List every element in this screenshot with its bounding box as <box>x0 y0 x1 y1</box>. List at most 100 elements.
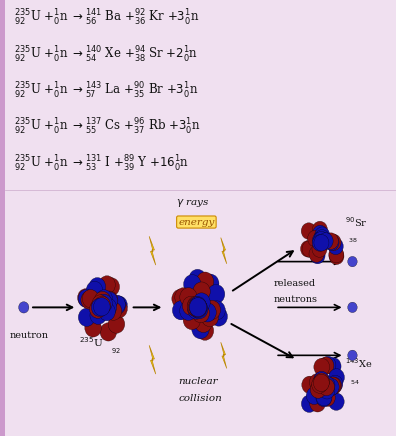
Circle shape <box>328 393 344 410</box>
Circle shape <box>190 300 208 319</box>
Text: neutron: neutron <box>10 331 49 340</box>
Circle shape <box>325 377 341 395</box>
Circle shape <box>195 313 212 333</box>
Circle shape <box>301 223 316 239</box>
Circle shape <box>189 269 206 289</box>
Circle shape <box>108 315 125 333</box>
Text: $^{235}$U: $^{235}$U <box>79 335 103 349</box>
Circle shape <box>324 233 339 249</box>
Circle shape <box>314 371 329 389</box>
Circle shape <box>348 302 357 313</box>
Circle shape <box>208 301 225 320</box>
Circle shape <box>187 296 204 316</box>
Circle shape <box>312 221 327 238</box>
Text: $^{235}_{92}$U $+^{1}_{0}$n $\rightarrow$$^{141}_{56}$ Ba $+^{92}_{36}$ Kr $+ 3^: $^{235}_{92}$U $+^{1}_{0}$n $\rightarrow… <box>14 8 199 28</box>
Circle shape <box>312 376 327 393</box>
Polygon shape <box>221 342 227 368</box>
Circle shape <box>100 323 117 341</box>
Circle shape <box>208 285 225 304</box>
Text: nuclear: nuclear <box>178 377 218 386</box>
Circle shape <box>96 294 112 313</box>
Circle shape <box>318 357 334 375</box>
Circle shape <box>348 256 357 267</box>
Circle shape <box>309 246 324 262</box>
Circle shape <box>188 300 205 319</box>
Circle shape <box>96 290 112 308</box>
Circle shape <box>328 238 343 255</box>
Circle shape <box>109 296 126 314</box>
Circle shape <box>325 358 341 375</box>
Circle shape <box>184 275 201 294</box>
Circle shape <box>81 291 97 309</box>
Text: energy: energy <box>178 218 215 227</box>
Text: collision: collision <box>178 394 222 403</box>
Circle shape <box>312 241 327 257</box>
Text: released: released <box>273 279 315 288</box>
Circle shape <box>329 248 344 265</box>
Circle shape <box>111 296 128 314</box>
Text: $_{92}$: $_{92}$ <box>111 347 121 356</box>
Circle shape <box>302 241 317 257</box>
Circle shape <box>86 281 103 300</box>
Circle shape <box>199 303 216 322</box>
Circle shape <box>315 227 330 243</box>
Circle shape <box>94 291 111 310</box>
Text: $^{143}$Xe: $^{143}$Xe <box>345 357 372 371</box>
Circle shape <box>203 300 221 320</box>
Circle shape <box>326 377 342 395</box>
Circle shape <box>316 388 332 406</box>
Circle shape <box>324 234 339 251</box>
Circle shape <box>180 301 197 320</box>
Circle shape <box>313 225 328 242</box>
Circle shape <box>183 310 201 330</box>
Circle shape <box>314 235 329 251</box>
Circle shape <box>78 289 94 307</box>
Circle shape <box>319 376 335 394</box>
Circle shape <box>92 295 109 313</box>
Circle shape <box>189 298 207 317</box>
Circle shape <box>301 395 317 412</box>
Circle shape <box>329 369 345 386</box>
Circle shape <box>187 297 205 317</box>
Circle shape <box>90 306 107 324</box>
Text: $\gamma$ rays: $\gamma$ rays <box>176 197 209 209</box>
Circle shape <box>172 301 190 320</box>
Circle shape <box>320 389 335 406</box>
Circle shape <box>175 288 192 307</box>
Circle shape <box>78 308 95 327</box>
Circle shape <box>91 298 108 317</box>
Circle shape <box>319 378 335 396</box>
Circle shape <box>323 378 339 396</box>
Circle shape <box>189 296 206 316</box>
Circle shape <box>314 358 330 376</box>
Text: $^{90}$Sr: $^{90}$Sr <box>345 215 367 229</box>
Circle shape <box>94 296 110 314</box>
Circle shape <box>310 381 326 398</box>
Circle shape <box>196 321 214 341</box>
Circle shape <box>105 302 122 320</box>
Circle shape <box>306 387 322 405</box>
Circle shape <box>103 278 120 296</box>
Circle shape <box>312 235 327 251</box>
Circle shape <box>201 307 219 327</box>
Text: $_{54}$: $_{54}$ <box>350 378 360 387</box>
Circle shape <box>183 296 200 315</box>
Circle shape <box>314 232 329 248</box>
Circle shape <box>111 300 128 318</box>
Circle shape <box>172 289 189 308</box>
Circle shape <box>348 350 357 361</box>
Circle shape <box>314 230 329 246</box>
Circle shape <box>310 247 325 264</box>
Circle shape <box>82 290 99 308</box>
Text: $^{235}_{92}$U $+^{1}_{0}$n $\rightarrow$$^{140}_{54}$ Xe $+^{94}_{38}$ Sr $+ 2^: $^{235}_{92}$U $+^{1}_{0}$n $\rightarrow… <box>14 44 198 65</box>
Text: $^{235}_{92}$U $+^{1}_{0}$n $\rightarrow$$^{131}_{53}$ I $+^{89}_{39}$ Y $+ 16^{: $^{235}_{92}$U $+^{1}_{0}$n $\rightarrow… <box>14 153 189 174</box>
Circle shape <box>193 293 210 312</box>
Circle shape <box>192 303 209 323</box>
Circle shape <box>101 291 118 309</box>
Polygon shape <box>149 345 156 374</box>
Circle shape <box>190 299 207 318</box>
Circle shape <box>19 302 29 313</box>
Circle shape <box>192 320 209 339</box>
Circle shape <box>302 376 318 394</box>
Circle shape <box>320 356 336 374</box>
